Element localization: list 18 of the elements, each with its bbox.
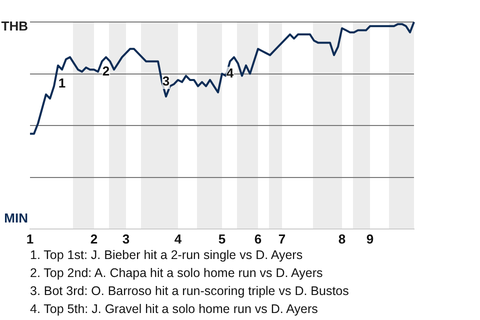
x-tick-label: 2 [90, 231, 98, 246]
annotation: 2 [102, 63, 110, 78]
text: THB [1, 18, 28, 34]
x-tick-label: 6 [254, 231, 262, 246]
x-tick-label: 1 [26, 231, 34, 246]
x-tick-label: 8 [338, 231, 346, 246]
text: MIN [4, 210, 28, 226]
x-tick-label: 4 [174, 231, 182, 246]
x-tick-label: 7 [278, 231, 286, 246]
annotation: 1 [58, 76, 66, 91]
text: 4. Top 5th: J. Gravel hit a solo home run vs D. Ayers [30, 301, 319, 318]
x-tick-label: 3 [122, 231, 130, 246]
text: 1. Top 1st: J. Bieber hit a 2-run single vs D. Ayers [30, 247, 304, 264]
x-tick-label: 9 [366, 231, 374, 246]
annotation: 4 [226, 65, 234, 80]
text: 2. Top 2nd: A. Chapa hit a solo home run vs D. Ayers [30, 265, 324, 282]
x-tick-label: 5 [218, 231, 226, 246]
text: 3. Bot 3rd: O. Barroso hit a run-scoring triple vs D. Bustos [30, 283, 350, 300]
